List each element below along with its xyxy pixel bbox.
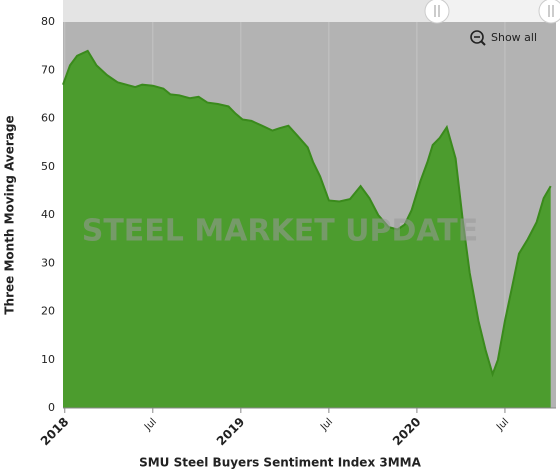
y-tick-label: 20 (41, 305, 55, 318)
range-handle[interactable] (538, 0, 560, 24)
x-axis-title: SMU Steel Buyers Sentiment Index 3MMA (139, 456, 422, 470)
show-all-button[interactable]: Show all (470, 30, 537, 46)
y-axis-title: Three Month Moving Average (3, 115, 17, 314)
y-tick-label: 80 (41, 15, 55, 28)
navigator-selected (63, 0, 437, 22)
y-tick-label: 40 (41, 208, 55, 221)
x-tick-label: Jul (142, 416, 159, 433)
y-tick-label: 30 (41, 256, 55, 269)
x-tick-label: 2019 (214, 415, 248, 449)
y-tick-label: 50 (41, 160, 55, 173)
navigator-track (437, 0, 556, 22)
y-tick-label: 70 (41, 63, 55, 76)
zoom-icon (480, 40, 486, 46)
x-tick-label: 2018 (38, 415, 72, 449)
x-tick-label: Jul (494, 416, 511, 433)
range-handle[interactable] (424, 0, 450, 24)
y-tick-label: 10 (41, 353, 55, 366)
watermark: STEEL MARKET UPDATE (82, 214, 479, 249)
zoom-icon (470, 30, 484, 44)
y-tick-label: 0 (48, 401, 55, 414)
y-tick-label: 60 (41, 112, 55, 125)
area-fill (63, 50, 551, 409)
x-tick-label: Jul (318, 416, 335, 433)
button-label[interactable]: Show all (491, 31, 537, 44)
x-tick-label: 2020 (390, 415, 424, 449)
area-line (62, 49, 552, 378)
